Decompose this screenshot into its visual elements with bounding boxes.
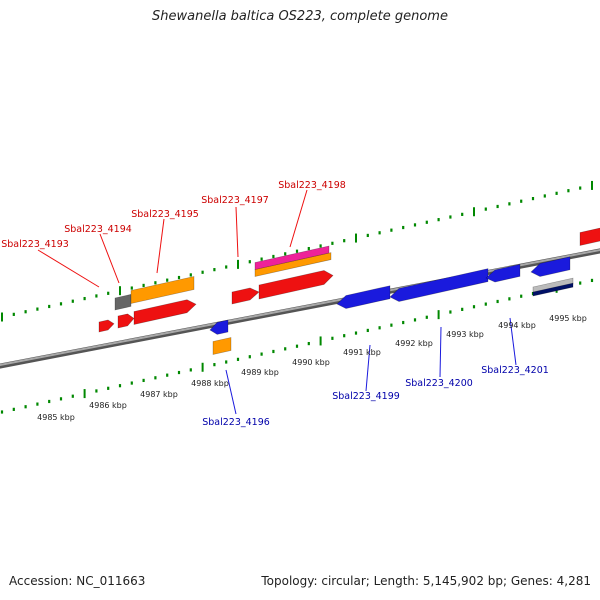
scale-label: 4991 kbp [343,348,381,357]
gene-reverse [485,264,521,283]
gene-orange [254,252,332,277]
scale-label: 4990 kbp [292,358,330,367]
scale-label: 4986 kbp [89,401,127,410]
forward-leader-line [289,189,308,248]
gene-orange [212,337,232,355]
scale-labels: 4985 kbp 4986 kbp 4987 kbp 4988 kbp 4989 kbp… [37,314,587,422]
gene-forward [258,270,334,300]
scale-label: 4994 kbp [498,321,536,330]
gene-label-reverse: Sbal223_4200 [405,378,473,389]
reverse-leader-line [509,317,517,366]
genome-title: Shewanella baltica OS223, complete genom… [152,9,448,24]
forward-leader-line [235,206,239,258]
gene-label-forward: Sbal223_4195 [131,209,199,220]
gene-forward [117,313,135,329]
forward-scale-ticks [1,180,593,322]
forward-leader-line [156,218,165,274]
scale-label: 4985 kbp [37,413,75,422]
gene-label-forward: Sbal223_4194 [64,224,132,235]
reverse-scale-ticks [0,278,594,414]
gene-labels: Sbal223_4193Sbal223_4194Sbal223_4195Sbal… [1,180,549,428]
gene-orange [130,276,195,304]
gene-magenta [254,245,330,270]
gene-label-reverse: Sbal223_4196 [202,417,270,428]
genome-summary-text: Topology: circular; Length: 5,145,902 bp… [261,574,591,588]
gene-other [532,282,574,297]
scale-label: 4993 kbp [446,330,484,339]
scale-label: 4989 kbp [241,368,279,377]
gene-label-reverse: Sbal223_4201 [481,365,549,376]
reverse-leader-line [365,344,371,392]
label-leader-lines [37,189,517,415]
gene-label-forward: Sbal223_4198 [278,180,346,191]
gene-label-forward: Sbal223_4197 [201,195,269,206]
gene-forward [98,319,115,333]
gene-other [114,294,132,311]
scale-label: 4995 kbp [549,314,587,323]
gene-forward [133,299,197,325]
gene-forward [579,227,600,246]
accession-text: Accession: NC_011663 [9,574,146,588]
gene-label-forward: Sbal223_4193 [1,239,69,250]
forward-leader-line [99,233,120,284]
gene-reverse [389,268,489,302]
gene-reverse [336,285,391,309]
gene-features [98,227,600,355]
gene-label-reverse: Sbal223_4199 [332,391,400,402]
gene-forward [231,287,260,305]
scale-label: 4987 kbp [140,390,178,399]
reverse-leader-line [439,326,442,378]
forward-leader-line [37,249,100,288]
reverse-leader-line [225,369,237,415]
scale-label: 4988 kbp [191,379,229,388]
scale-label: 4992 kbp [395,339,433,348]
gene-reverse [209,319,229,335]
gene-reverse [530,256,571,277]
